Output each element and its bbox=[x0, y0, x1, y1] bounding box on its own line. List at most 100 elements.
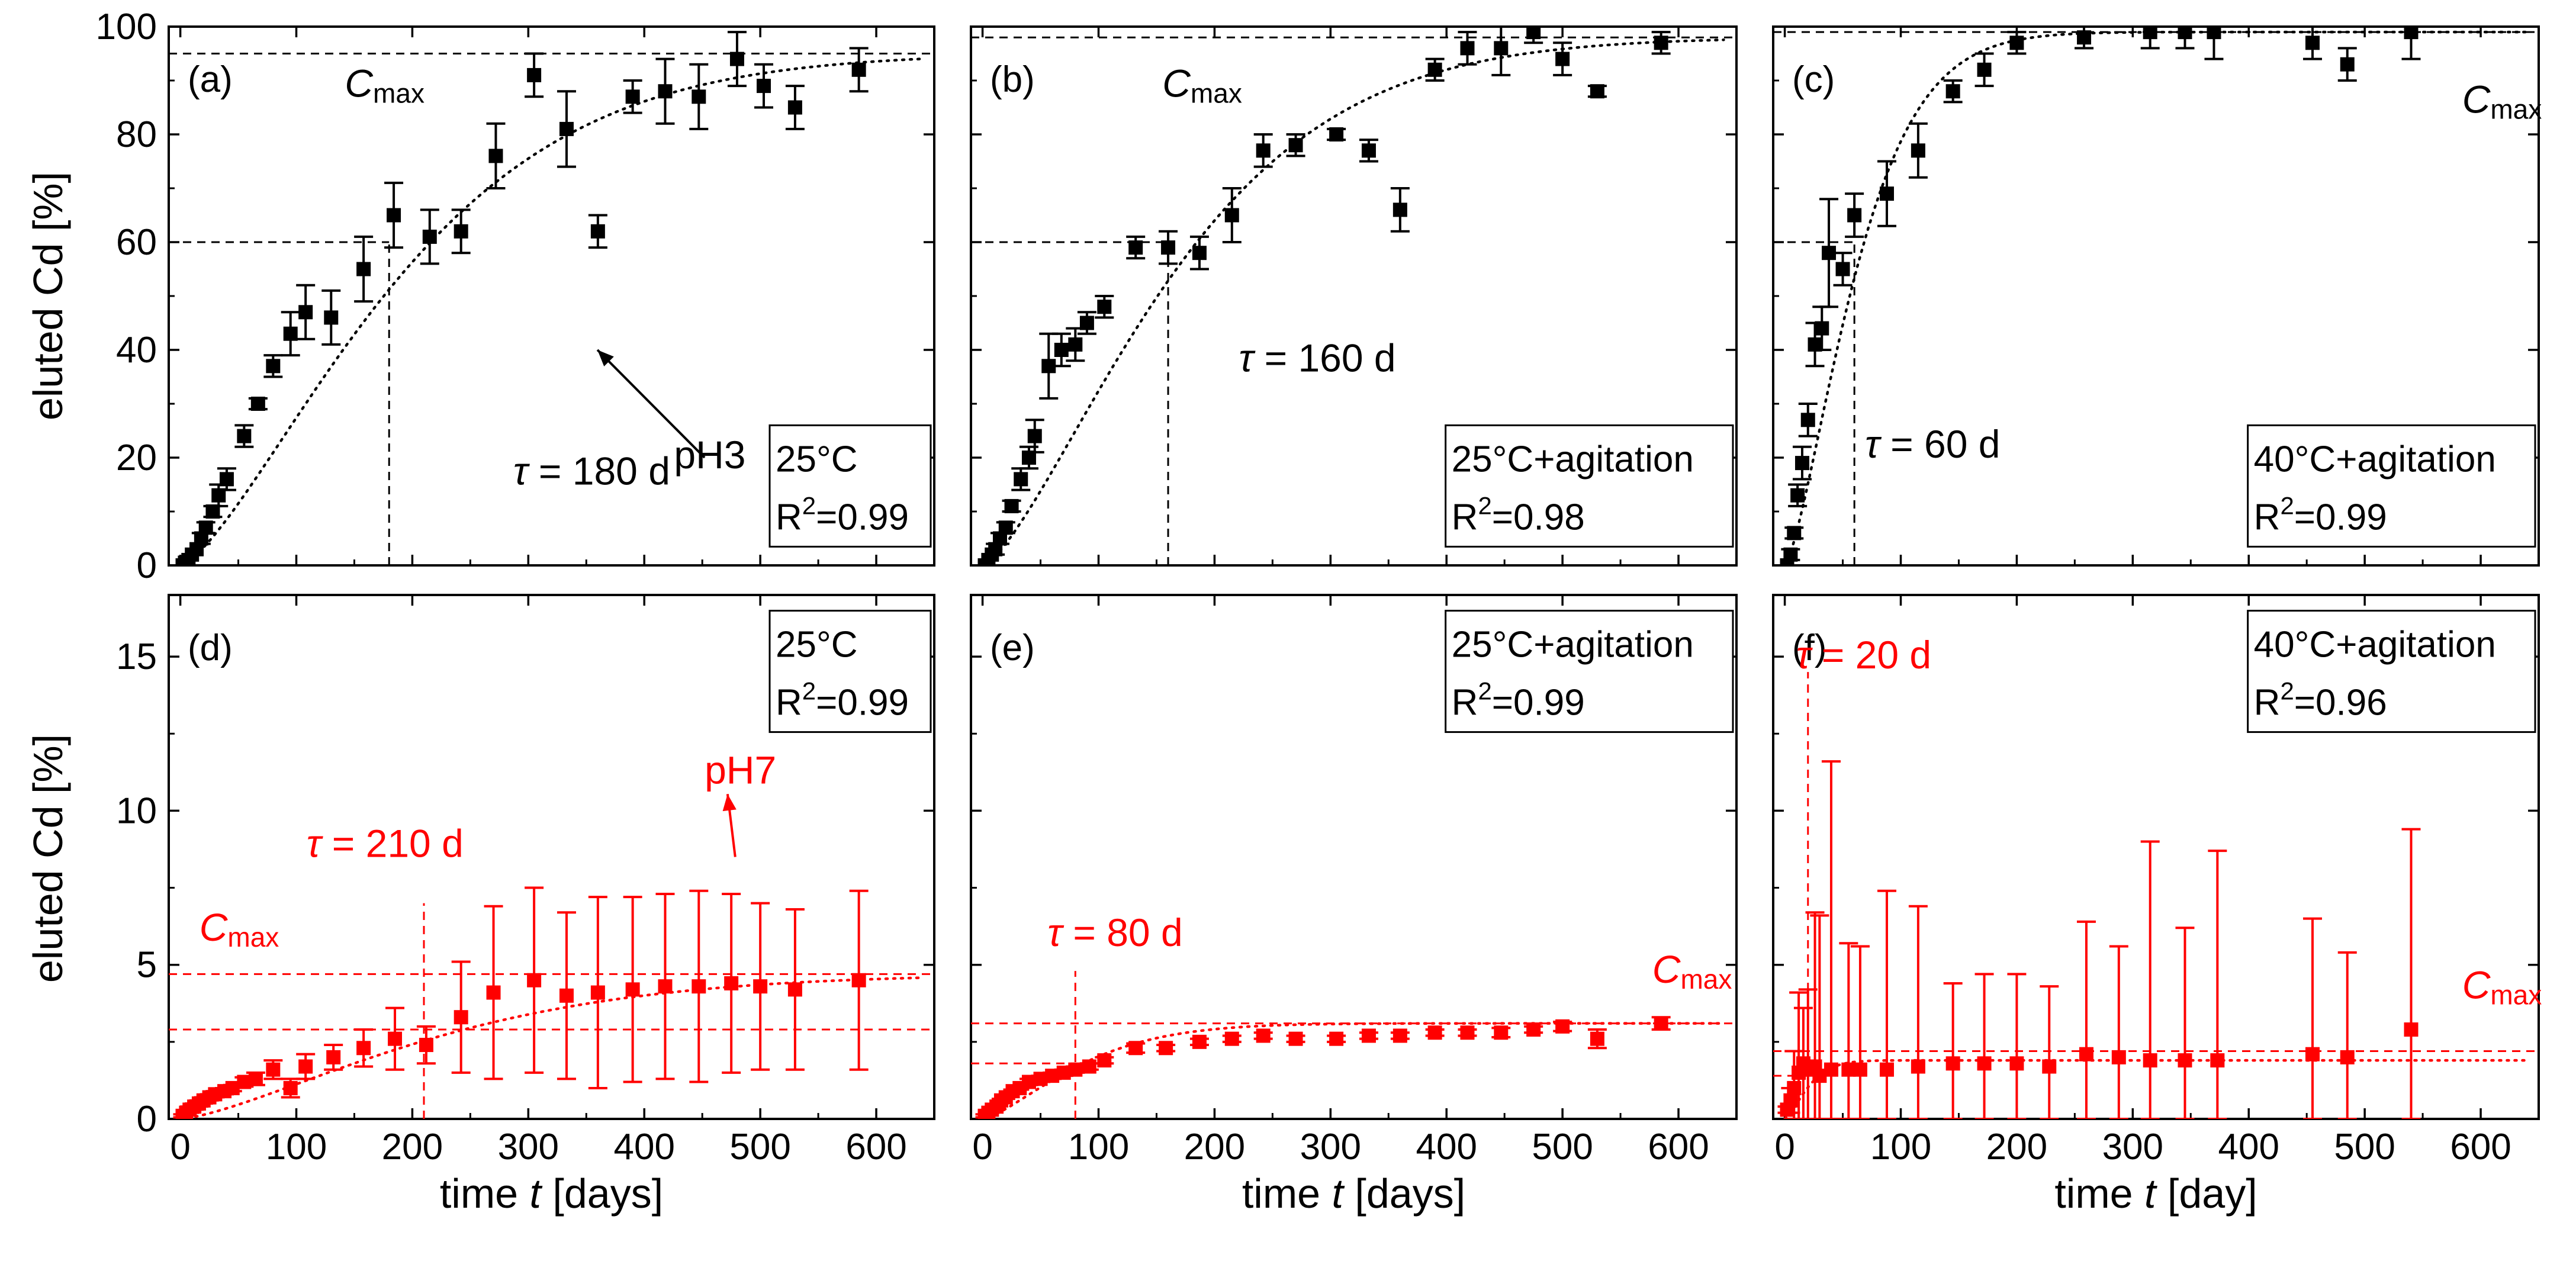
data-point bbox=[388, 1031, 403, 1046]
data-point bbox=[658, 84, 673, 99]
panel-plot-area bbox=[971, 971, 1736, 1119]
legend-box bbox=[2247, 610, 2536, 734]
tau-label: τ = 80 d bbox=[1047, 911, 1182, 954]
data-point bbox=[1460, 1025, 1475, 1040]
panel-tag: (d) bbox=[188, 628, 233, 668]
cmax-label: Cmax bbox=[1162, 61, 1242, 108]
y-axis-title-top: eluted Cd [%] bbox=[25, 172, 71, 420]
panel-plot-area bbox=[1773, 672, 2539, 1119]
data-point bbox=[1192, 1034, 1207, 1049]
legend-r-superscript: 2 bbox=[2280, 491, 2294, 519]
cmax-label-symbol: C bbox=[2462, 78, 2491, 121]
data-point bbox=[2009, 36, 2024, 50]
data-point bbox=[237, 429, 252, 443]
legend-condition: 25°C+agitation bbox=[1452, 625, 1694, 665]
data-point bbox=[1288, 138, 1303, 153]
legend-r-superscript: 2 bbox=[1478, 677, 1491, 705]
legend-condition: 40°C+agitation bbox=[2254, 625, 2496, 665]
data-point bbox=[1256, 143, 1271, 158]
data-point bbox=[1192, 246, 1207, 260]
legend-r-symbol: R bbox=[1452, 683, 1478, 723]
data-point bbox=[527, 67, 542, 82]
panel-plot-area bbox=[1773, 27, 2539, 565]
data-point bbox=[2042, 1059, 2057, 1074]
x-tick-label: 400 bbox=[2218, 1127, 2279, 1167]
panel-a: 0 20 40 60 80 100 (a) Cmax τ = 180 d 25°C R2=0.99 p… bbox=[96, 7, 935, 586]
data-point bbox=[250, 397, 265, 411]
data-point bbox=[1224, 208, 1239, 223]
x-tick-label: 200 bbox=[1986, 1127, 2047, 1167]
y-tick-label: 5 bbox=[137, 945, 157, 986]
data-point bbox=[1555, 1019, 1570, 1034]
data-point bbox=[851, 62, 866, 77]
cmax-label-subscript: max bbox=[373, 78, 424, 108]
x-axis-title-text: time bbox=[1242, 1170, 1332, 1217]
data-point bbox=[1654, 36, 1668, 50]
data-point bbox=[1794, 456, 1809, 471]
cmax-label-subscript: max bbox=[2490, 979, 2542, 1010]
data-point bbox=[356, 262, 371, 276]
data-point bbox=[724, 976, 739, 990]
data-point bbox=[787, 100, 802, 115]
y-tick-label: 0 bbox=[137, 545, 157, 586]
data-point bbox=[1783, 547, 1798, 562]
x-tick-label: 400 bbox=[614, 1127, 675, 1167]
cmax-label: Cmax bbox=[1652, 947, 1732, 995]
panel-tag: (b) bbox=[990, 59, 1035, 100]
data-point bbox=[753, 979, 768, 994]
cmax-label-symbol: C bbox=[2462, 963, 2491, 1006]
y-tick-label: 40 bbox=[116, 330, 157, 371]
cmax-label-symbol: C bbox=[200, 905, 229, 949]
legend-r-value: =0.99 bbox=[816, 497, 909, 538]
data-point bbox=[298, 1059, 313, 1074]
x-tick-label: 600 bbox=[1648, 1127, 1709, 1167]
legend-r-symbol: R bbox=[776, 497, 802, 538]
cmax-label-symbol: C bbox=[1652, 947, 1681, 991]
tau-label-value: = 60 d bbox=[1880, 422, 2001, 466]
data-point bbox=[2079, 1047, 2093, 1061]
tau-label-value: = 80 d bbox=[1062, 911, 1183, 954]
tau-label-value: = 20 d bbox=[1810, 633, 1931, 677]
x-tick-label: 0 bbox=[170, 1127, 190, 1167]
data-point bbox=[1068, 337, 1083, 352]
legend-r-squared: R2=0.99 bbox=[776, 677, 909, 723]
callout-arrow bbox=[596, 349, 706, 459]
data-point bbox=[387, 208, 401, 223]
data-point bbox=[1392, 202, 1407, 217]
data-point bbox=[2143, 27, 2157, 40]
data-point bbox=[454, 224, 468, 239]
data-point bbox=[1945, 84, 1960, 99]
data-point bbox=[1097, 1053, 1112, 1068]
data-point bbox=[1004, 498, 1019, 513]
y-tick-label: 80 bbox=[116, 114, 157, 155]
data-point bbox=[2207, 27, 2221, 40]
panel-e: 0 100 200 300 400 500 600 time t [days] (e) Cmax τ… bbox=[970, 594, 1738, 1217]
data-point bbox=[590, 985, 605, 1000]
panel-c: (c) Cmax τ = 60 d 40°C+agitation R2=0.99 bbox=[1772, 25, 2542, 567]
data-point bbox=[1526, 1022, 1541, 1037]
callout-label: pH7 bbox=[705, 748, 776, 792]
data-point bbox=[2143, 1053, 2157, 1068]
data-point bbox=[1427, 1025, 1442, 1040]
data-point bbox=[324, 310, 339, 325]
tau-label-value: = 180 d bbox=[528, 449, 670, 493]
data-point bbox=[326, 1050, 341, 1064]
data-point bbox=[527, 973, 542, 987]
data-point bbox=[998, 520, 1013, 535]
legend-r-squared: R2=0.96 bbox=[2254, 677, 2387, 723]
panel-tag: (e) bbox=[990, 628, 1035, 668]
data-point bbox=[2009, 1056, 2024, 1071]
data-point bbox=[1879, 186, 1894, 201]
data-point bbox=[1256, 1028, 1271, 1043]
data-point bbox=[1224, 1031, 1239, 1046]
data-point bbox=[1460, 41, 1475, 56]
tau-label: τ = 180 d bbox=[513, 449, 670, 493]
x-axis-title-variable: t bbox=[1332, 1170, 1345, 1217]
cmax-label-symbol: C bbox=[1162, 61, 1191, 105]
legend-r-symbol: R bbox=[1452, 497, 1478, 538]
data-point bbox=[692, 979, 706, 994]
data-point bbox=[1288, 1031, 1303, 1046]
legend-condition: 25°C bbox=[776, 625, 858, 665]
tau-label-value: = 160 d bbox=[1253, 336, 1395, 379]
